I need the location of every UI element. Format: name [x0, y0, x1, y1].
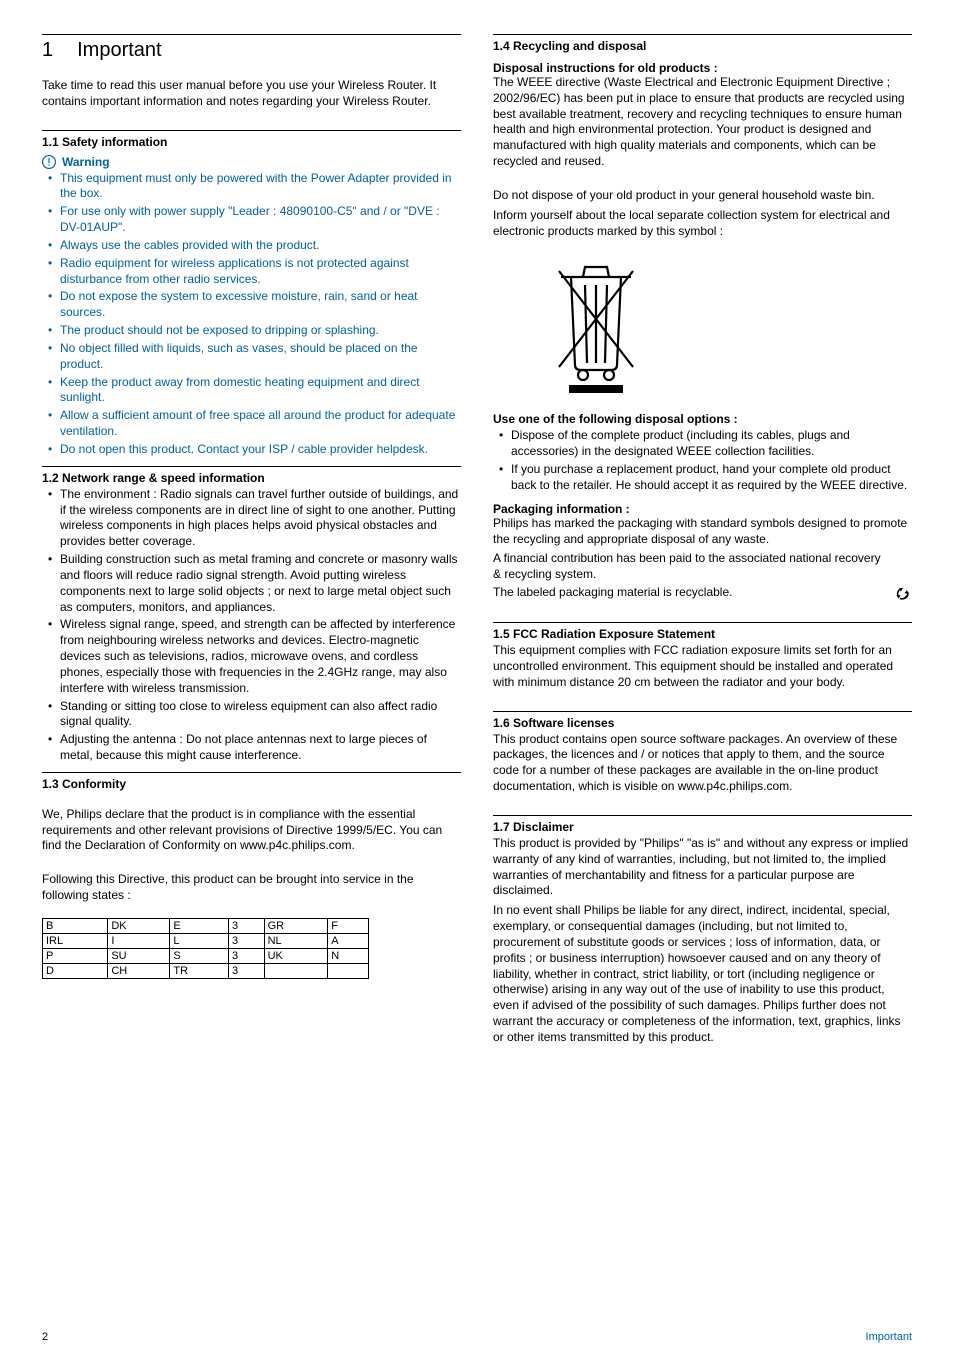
footer-label: Important [866, 1331, 912, 1343]
cell: CH [108, 963, 170, 978]
disclaimer-text-1: This product is provided by "Philips" "a… [493, 836, 912, 899]
cell: S [170, 948, 229, 963]
page-footer: 2 Important [42, 1325, 912, 1343]
weee-text: The WEEE directive (Waste Electrical and… [493, 75, 912, 170]
cell: A [328, 933, 369, 948]
list-item: Adjusting the antenna : Do not place ant… [52, 732, 461, 764]
cell [264, 963, 328, 978]
list-item: Radio equipment for wireless application… [52, 256, 461, 288]
list-item: If you purchase a replacement product, h… [503, 462, 912, 494]
list-item: Dispose of the complete product (includi… [503, 428, 912, 460]
cell: N [328, 948, 369, 963]
table-row: IRL I L 3 NL A [43, 933, 369, 948]
cell: SU [108, 948, 170, 963]
recyclable-icon [894, 585, 912, 606]
list-item: No object filled with liquids, such as v… [52, 341, 461, 373]
cell: DK [108, 918, 170, 933]
recycling-heading: 1.4 Recycling and disposal [493, 39, 912, 53]
cell: IRL [43, 933, 108, 948]
section-number: 1 [42, 39, 53, 61]
cell: 3 [229, 918, 265, 933]
cell: B [43, 918, 108, 933]
weee-bin-figure [493, 243, 912, 404]
intro-text: Take time to read this user manual befor… [42, 78, 461, 110]
inform-text: Inform yourself about the local separate… [493, 208, 912, 240]
warning-icon [42, 155, 56, 169]
warning-text: Warning [62, 155, 110, 169]
disposal-subheading: Disposal instructions for old products : [493, 61, 912, 75]
disclaimer-text-2: In no event shall Philips be liable for … [493, 903, 912, 1045]
list-item: The environment : Radio signals can trav… [52, 487, 461, 550]
green-dot-icon [894, 551, 912, 572]
cell: L [170, 933, 229, 948]
warning-label: Warning [42, 155, 461, 169]
packaging-subheading: Packaging information : [493, 502, 912, 516]
fcc-text: This equipment complies with FCC radiati… [493, 643, 912, 690]
cell: TR [170, 963, 229, 978]
conformity-text: We, Philips declare that the product is … [42, 807, 461, 854]
list-item: Standing or sitting too close to wireles… [52, 699, 461, 731]
cell [328, 963, 369, 978]
crossed-bin-icon [541, 255, 651, 395]
list-item: Always use the cables provided with the … [52, 238, 461, 254]
list-item: Wireless signal range, speed, and streng… [52, 617, 461, 696]
conformity-text-2: Following this Directive, this product c… [42, 872, 461, 904]
table-row: P SU S 3 UK N [43, 948, 369, 963]
page-title: 1 Important [42, 39, 461, 62]
conformity-heading: 1.3 Conformity [42, 777, 461, 791]
software-text: This product contains open source softwa… [493, 732, 912, 795]
list-item: Allow a sufficient amount of free space … [52, 408, 461, 440]
list-item: Keep the product away from domestic heat… [52, 375, 461, 407]
packaging-text-2: A financial contribution has been paid t… [493, 551, 912, 583]
section-title: Important [77, 39, 161, 61]
disposal-options-list: Dispose of the complete product (includi… [493, 428, 912, 493]
cell: F [328, 918, 369, 933]
no-dispose-text: Do not dispose of your old product in yo… [493, 188, 912, 204]
cell: GR [264, 918, 328, 933]
safety-heading: 1.1 Safety information [42, 135, 461, 149]
list-item: Do not expose the system to excessive mo… [52, 289, 461, 321]
page-number: 2 [42, 1331, 48, 1343]
fcc-heading: 1.5 FCC Radiation Exposure Statement [493, 627, 912, 641]
table-row: B DK E 3 GR F [43, 918, 369, 933]
list-item: This equipment must only be powered with… [52, 171, 461, 203]
table-row: D CH TR 3 [43, 963, 369, 978]
packaging-text-1: Philips has marked the packaging with st… [493, 516, 912, 548]
network-heading: 1.2 Network range & speed information [42, 471, 461, 485]
disclaimer-heading: 1.7 Disclaimer [493, 820, 912, 834]
cell: NL [264, 933, 328, 948]
cell: D [43, 963, 108, 978]
list-item: Do not open this product. Contact your I… [52, 442, 461, 458]
cell: 3 [229, 933, 265, 948]
disposal-options-subheading: Use one of the following disposal option… [493, 412, 912, 426]
list-item: Building construction such as metal fram… [52, 552, 461, 615]
cell: 3 [229, 963, 265, 978]
cell: E [170, 918, 229, 933]
software-heading: 1.6 Software licenses [493, 716, 912, 730]
network-list: The environment : Radio signals can trav… [42, 487, 461, 764]
list-item: For use only with power supply "Leader :… [52, 204, 461, 236]
cell: P [43, 948, 108, 963]
warnings-list: This equipment must only be powered with… [42, 171, 461, 458]
packaging-text-3: The labeled packaging material is recycl… [493, 585, 912, 601]
states-table: B DK E 3 GR F IRL I L 3 NL A P SU S 3 UK… [42, 918, 369, 979]
list-item: The product should not be exposed to dri… [52, 323, 461, 339]
cell: 3 [229, 948, 265, 963]
cell: I [108, 933, 170, 948]
cell: UK [264, 948, 328, 963]
